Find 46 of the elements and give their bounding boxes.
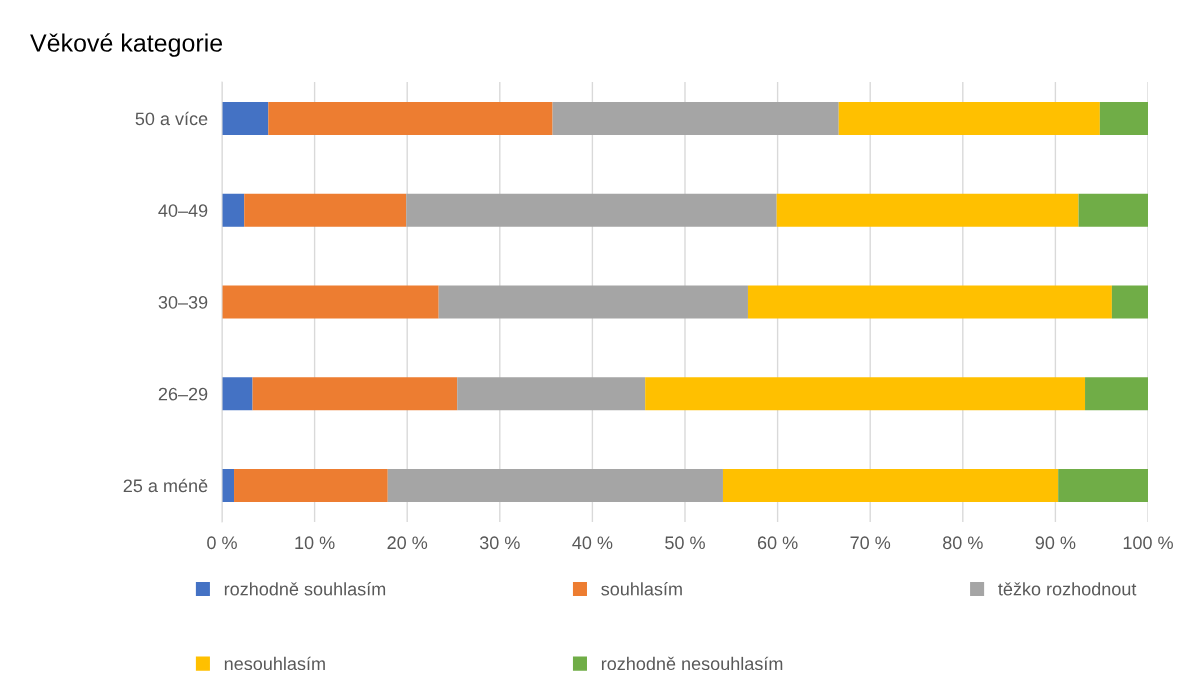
legend-label: souhlasím xyxy=(601,582,682,596)
legend-label: těžko rozhodnout xyxy=(998,582,1137,596)
y-tick-label: 26–29 xyxy=(158,387,208,401)
bar xyxy=(1085,377,1148,411)
x-tick-label: 50 % xyxy=(665,536,705,550)
x-tick-label: 0 % xyxy=(207,536,237,550)
x-tick-label: 10 % xyxy=(295,536,335,550)
x-tick-label: 100 % xyxy=(1123,536,1173,550)
bar xyxy=(1111,285,1148,319)
bar xyxy=(1058,468,1148,502)
bar xyxy=(645,377,1086,411)
bar xyxy=(268,102,553,136)
x-tick-label: 60 % xyxy=(757,536,798,550)
bar xyxy=(552,102,839,136)
x-tick-label: 90 % xyxy=(1035,536,1076,550)
bar xyxy=(222,193,245,227)
bar xyxy=(1099,102,1148,136)
bar xyxy=(387,468,723,502)
x-tick-label: 40 % xyxy=(572,536,613,550)
x-tick-label: 70 % xyxy=(850,536,891,550)
bar xyxy=(457,377,646,411)
bar xyxy=(222,377,253,411)
bar xyxy=(838,102,1100,136)
bar xyxy=(438,285,748,319)
x-tick-label: 80 % xyxy=(943,536,983,550)
bar xyxy=(222,102,269,136)
bar xyxy=(722,468,1059,502)
bar xyxy=(747,285,1112,319)
bar xyxy=(244,193,407,227)
bar xyxy=(406,193,777,227)
bar xyxy=(776,193,1079,227)
bar xyxy=(1078,193,1148,227)
x-tick-label: 30 % xyxy=(479,536,520,550)
legend-label: rozhodně souhlasím xyxy=(224,582,386,596)
legend-label: nesouhlasím xyxy=(224,656,325,671)
bar xyxy=(252,377,458,411)
legend-label: rozhodně nesouhlasím xyxy=(601,656,783,671)
y-tick-label: 40–49 xyxy=(158,204,208,217)
x-tick-label: 20 % xyxy=(387,536,428,550)
bar xyxy=(222,468,235,502)
chart-title: Věkové kategorie xyxy=(30,33,223,57)
y-tick-label: 30–39 xyxy=(158,295,208,309)
bar xyxy=(222,285,439,319)
y-tick-label: 50 a více xyxy=(135,111,208,126)
y-tick-label: 25 a méně xyxy=(123,478,208,493)
bar xyxy=(234,468,388,502)
